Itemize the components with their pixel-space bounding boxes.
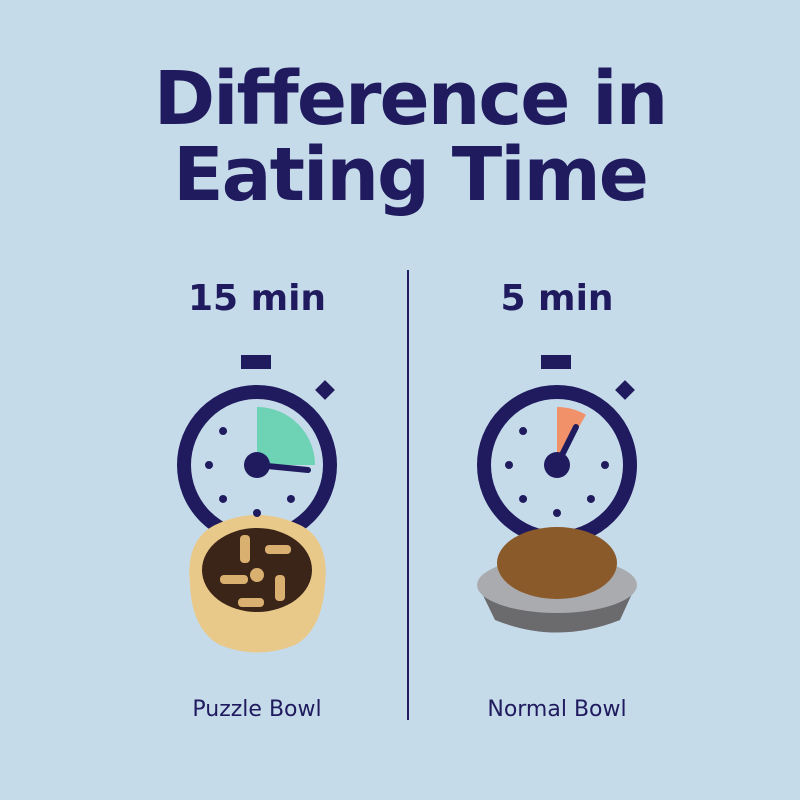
time-label: 15 min [188,278,326,319]
stopwatch-knob [615,380,635,400]
hour-dot [286,494,295,503]
hour-dot [553,509,561,517]
bowl-label: Normal Bowl [487,697,626,722]
stopwatch-knob [315,380,335,400]
hour-dot [253,509,261,517]
hour-dot [601,461,609,469]
stopwatch-button [241,355,271,369]
stopwatch-hub [244,452,270,478]
bowl-bones [220,535,291,607]
hour-dot [219,427,228,436]
hour-dot [519,494,528,503]
title-line: Eating Time [173,132,647,218]
hour-dot [519,427,528,436]
normal-bowl [477,527,637,633]
bowl-food [497,527,617,599]
stopwatch-hub [544,452,570,478]
bowl-label: Puzzle Bowl [192,697,321,722]
hour-dot [505,461,513,469]
hour-dot [205,461,213,469]
puzzle-bowl [189,515,326,653]
stopwatch [477,355,637,545]
title-line: Difference in [154,56,667,142]
hour-dot [586,494,595,503]
time-wedge [257,407,315,465]
stopwatch-button [541,355,571,369]
time-label: 5 min [500,278,613,319]
hour-dot [219,494,228,503]
